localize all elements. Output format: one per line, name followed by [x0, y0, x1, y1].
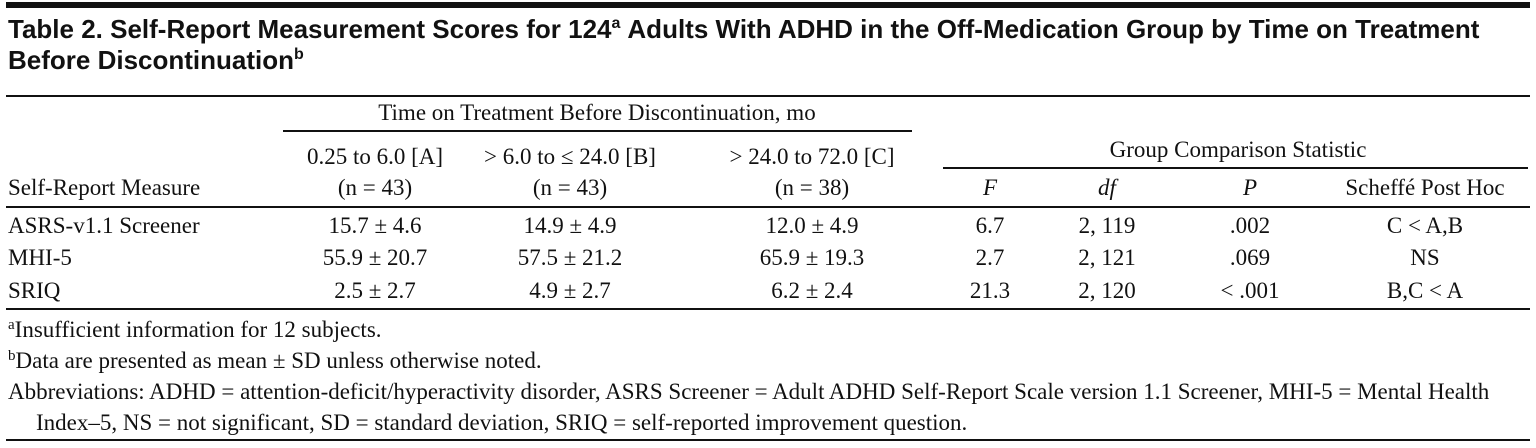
cell: 14.9 ± 4.9 — [523, 213, 617, 238]
abbreviations: Abbreviations: ADHD = attention-deficit/… — [8, 379, 1490, 435]
footnote-text: Data are presented as mean ± SD unless o… — [15, 348, 542, 373]
stat-header: P — [1242, 175, 1258, 200]
stat-header: F — [982, 175, 998, 200]
row-header: Self-Report Measure — [8, 175, 201, 200]
cell: 6.7 — [975, 213, 1005, 238]
spanner-header: Time on Treatment Before Discontinuation… — [378, 100, 816, 125]
footnotes: aInsufficient information for 12 subject… — [8, 314, 1533, 438]
rule — [6, 206, 1530, 208]
table-title: Table 2. Self-Report Measurement Scores … — [8, 14, 1523, 76]
column-header: > 24.0 to 72.0 [C] — [729, 144, 895, 169]
title-text: Table 2. Self-Report Measurement Scores … — [8, 14, 612, 44]
title-text: Adults With ADHD in the Off-Medication G… — [8, 14, 1480, 75]
rule — [6, 95, 1530, 97]
footnote-mark: a — [8, 317, 15, 333]
column-header: > 6.0 to ≤ 24.0 [B] — [484, 144, 656, 169]
column-header: 0.25 to 6.0 [A] — [306, 144, 444, 169]
footnote-text: Insufficient information for 12 subjects… — [14, 317, 382, 342]
cell: 21.3 — [969, 278, 1011, 303]
rule — [943, 167, 1528, 169]
column-n: (n = 43) — [532, 175, 608, 200]
row-label: ASRS-v1.1 Screener — [8, 213, 200, 238]
title-sup: b — [294, 46, 304, 63]
rule — [283, 130, 912, 132]
cell: 55.9 ± 20.7 — [322, 245, 428, 270]
cell: 4.9 ± 2.7 — [529, 278, 611, 303]
stat-header: Scheffé Post Hoc — [1345, 175, 1505, 200]
cell: 2, 120 — [1078, 278, 1136, 303]
row-label: MHI-5 — [8, 245, 72, 270]
cell: C < A,B — [1386, 213, 1464, 238]
cell: B,C < A — [1386, 278, 1464, 303]
cell: 2, 121 — [1078, 245, 1136, 270]
cell: .002 — [1229, 213, 1271, 238]
footnote: aInsufficient information for 12 subject… — [8, 314, 1533, 345]
bottom-rule — [6, 439, 1530, 441]
rule — [6, 308, 1530, 310]
title-sup: a — [611, 15, 621, 32]
cell: 65.9 ± 19.3 — [759, 245, 865, 270]
cell: 15.7 ± 4.6 — [328, 213, 422, 238]
top-rule — [6, 2, 1530, 8]
cell: 6.2 ± 2.4 — [771, 278, 853, 303]
cell: .069 — [1229, 245, 1271, 270]
cell: 2, 119 — [1078, 213, 1136, 238]
column-n: (n = 38) — [774, 175, 850, 200]
cell: NS — [1410, 245, 1440, 270]
cell: 2.5 ± 2.7 — [334, 278, 416, 303]
footnote-mark: b — [8, 348, 16, 364]
cell: < .001 — [1220, 278, 1280, 303]
cell: 57.5 ± 21.2 — [517, 245, 623, 270]
row-label: SRIQ — [8, 278, 61, 303]
spanner-header: Group Comparison Statistic — [1109, 137, 1367, 162]
cell: 12.0 ± 4.9 — [765, 213, 859, 238]
cell: 2.7 — [975, 245, 1005, 270]
stat-header: df — [1098, 175, 1116, 200]
column-n: (n = 43) — [337, 175, 413, 200]
footnote: bData are presented as mean ± SD unless … — [8, 345, 1533, 376]
